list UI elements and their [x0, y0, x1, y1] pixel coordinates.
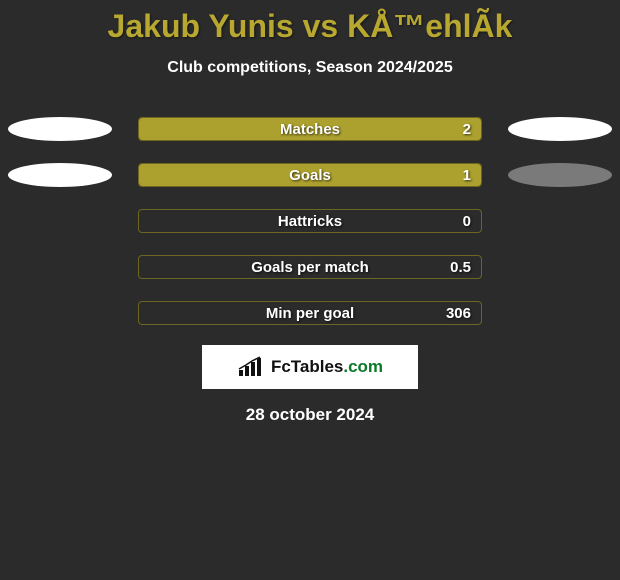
stat-bar: Hattricks 0 [138, 209, 482, 233]
date-text: 28 october 2024 [246, 405, 375, 425]
left-ellipse [8, 163, 112, 187]
content-container: Jakub Yunis vs KÅ™ehlÃ­k Club competitio… [0, 0, 620, 580]
stat-bar: Goals per match 0.5 [138, 255, 482, 279]
stat-row: Matches 2 [0, 117, 620, 141]
stat-row: Min per goal 306 [0, 301, 620, 325]
bar-fill [139, 164, 481, 186]
stat-value: 0.5 [450, 256, 471, 278]
stat-row: Goals per match 0.5 [0, 255, 620, 279]
bar-fill [139, 118, 481, 140]
stat-bar: Min per goal 306 [138, 301, 482, 325]
stat-bar: Goals 1 [138, 163, 482, 187]
stat-value: 306 [446, 302, 471, 324]
page-title: Jakub Yunis vs KÅ™ehlÃ­k [108, 8, 513, 45]
stat-value: 0 [463, 210, 471, 232]
bar-chart-icon [237, 356, 265, 378]
logo-text-suffix: .com [343, 357, 383, 376]
logo-text-main: FcTables [271, 357, 343, 376]
logo-box[interactable]: FcTables.com [202, 345, 418, 389]
left-ellipse [8, 117, 112, 141]
stat-rows: Matches 2 Goals 1 Hattricks 0 [0, 117, 620, 325]
logo-text: FcTables.com [271, 357, 383, 377]
stat-bar: Matches 2 [138, 117, 482, 141]
stat-label: Goals per match [139, 256, 481, 278]
right-ellipse [508, 163, 612, 187]
stat-row: Goals 1 [0, 163, 620, 187]
stat-row: Hattricks 0 [0, 209, 620, 233]
stat-label: Hattricks [139, 210, 481, 232]
subtitle: Club competitions, Season 2024/2025 [167, 59, 452, 77]
stat-label: Min per goal [139, 302, 481, 324]
right-ellipse [508, 117, 612, 141]
